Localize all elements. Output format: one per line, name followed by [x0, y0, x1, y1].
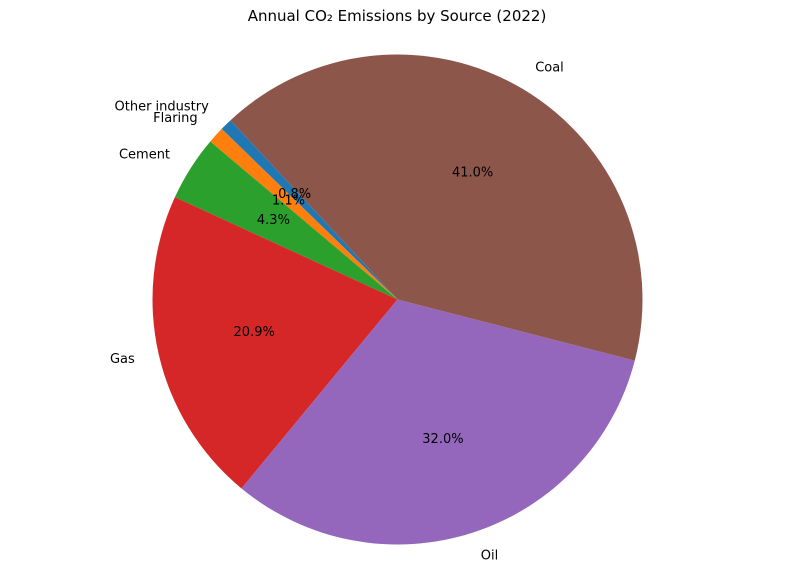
chart-title: Annual CO₂ Emissions by Source (2022) — [248, 7, 547, 25]
pie-slice-cement — [174, 141, 398, 300]
slice-label-coal: Coal — [535, 60, 564, 75]
slice-label-cement: Cement — [119, 147, 170, 162]
slice-label-other-industry: Other industry — [115, 100, 210, 115]
pie-slice-gas — [152, 197, 398, 489]
slice-percent-gas: 20.9% — [234, 325, 275, 340]
pie-slice-other-industry — [221, 120, 398, 300]
slice-percent-flaring: 1.1% — [272, 193, 305, 208]
slice-label-oil: Oil — [481, 548, 498, 563]
slice-percent-oil: 32.0% — [422, 432, 463, 447]
pie-slice-coal — [230, 54, 643, 361]
slice-label-gas: Gas — [110, 352, 135, 367]
slice-percent-other-industry: 0.8% — [278, 187, 311, 202]
slice-percent-coal: 41.0% — [452, 166, 493, 181]
pie-slices — [152, 54, 643, 545]
slice-percent-labels: 0.8%1.1% 4.3% 20.9% 32.0% 41.0% — [234, 166, 494, 447]
slice-percent-cement: 4.3% — [257, 213, 290, 228]
pie-slice-oil — [241, 299, 635, 545]
pie-slice-flaring — [210, 128, 398, 300]
slice-label-flaring: Flaring — [153, 111, 198, 126]
